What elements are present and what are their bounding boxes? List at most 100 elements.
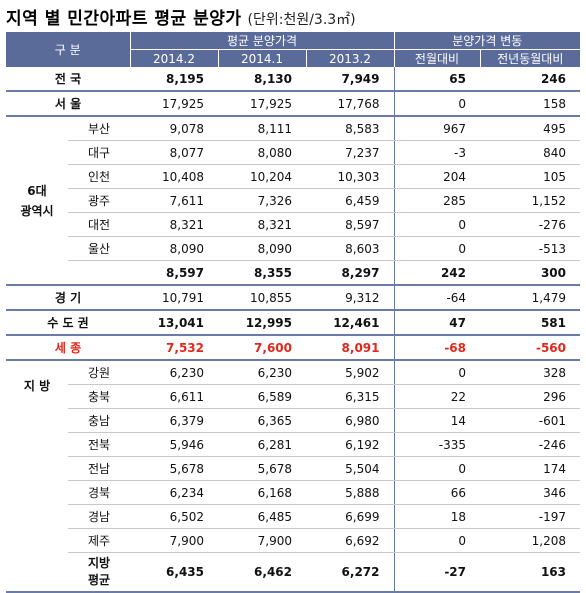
cell-value: 8,597 xyxy=(306,212,394,237)
row-label: 울산 xyxy=(68,236,130,261)
cell-value: 12,995 xyxy=(218,310,306,336)
cell-value: 6,980 xyxy=(306,408,394,433)
cell-value: 17,925 xyxy=(130,91,218,117)
cell-value: 7,900 xyxy=(218,528,306,553)
cell-value: 328 xyxy=(480,360,580,385)
cell-value: 7,611 xyxy=(130,188,218,213)
row-label: 전남 xyxy=(68,456,130,481)
cell-value: 66 xyxy=(393,480,480,505)
cell-value: 17,925 xyxy=(218,91,306,117)
row-label: 서 울 xyxy=(6,91,130,117)
cell-value: 0 xyxy=(393,360,480,385)
row-label: 수 도 권 xyxy=(6,310,130,336)
cell-value: 5,504 xyxy=(306,456,394,481)
table-row-incheon: 인천 10,408 10,204 10,303 204 105 xyxy=(6,164,580,189)
cell-value: 6,168 xyxy=(218,480,306,505)
title-text: 지역 별 민간아파트 평균 분양가 xyxy=(6,9,242,29)
cell-value: -335 xyxy=(393,432,480,457)
cell-value: 9,078 xyxy=(130,116,218,141)
cell-value: 6,379 xyxy=(130,408,218,433)
table-row-chungnam: 충남 6,379 6,365 6,980 14 -601 xyxy=(6,408,580,433)
cell-value: 5,678 xyxy=(130,456,218,481)
cell-value: 7,900 xyxy=(130,528,218,553)
cell-value: 8,077 xyxy=(130,140,218,165)
cell-value: 6,692 xyxy=(306,528,394,553)
header-2014-1: 2014.1 xyxy=(217,49,306,67)
cell-value: 8,321 xyxy=(218,212,306,237)
cell-value: -27 xyxy=(393,552,480,593)
row-label: 충북 xyxy=(68,384,130,409)
cell-value: 6,485 xyxy=(218,504,306,529)
group-label-local: 지 방 xyxy=(6,360,68,593)
header-price-group: 평균 분양가격 xyxy=(129,32,394,50)
cell-value: 6,230 xyxy=(218,360,306,385)
table-row-seoul: 서 울 17,925 17,925 17,768 0 158 xyxy=(6,91,580,117)
cell-value: 1,152 xyxy=(480,188,580,213)
table-row-gangwon: 지 방 강원 6,230 6,230 5,902 0 328 xyxy=(6,360,580,593)
row-label: 전북 xyxy=(68,432,130,457)
row-label: 대구 xyxy=(68,140,130,165)
table-row-capital-area: 수 도 권 13,041 12,995 12,461 47 581 xyxy=(6,310,580,336)
cell-value: 8,583 xyxy=(306,116,394,141)
cell-value: 6,462 xyxy=(218,552,306,593)
cell-value: 47 xyxy=(393,310,480,336)
cell-value: -601 xyxy=(480,408,580,433)
cell-value: 0 xyxy=(393,236,480,261)
cell-value: 8,355 xyxy=(218,260,306,286)
cell-value: 1,479 xyxy=(480,285,580,311)
cell-value: 22 xyxy=(393,384,480,409)
cell-value: 8,080 xyxy=(218,140,306,165)
cell-value: 10,791 xyxy=(130,285,218,311)
cell-value: 8,091 xyxy=(306,335,394,361)
cell-value: 174 xyxy=(480,456,580,481)
table-row-gwangju: 광주 7,611 7,326 6,459 285 1,152 xyxy=(6,188,580,213)
cell-value: 10,303 xyxy=(306,164,394,189)
cell-value: 8,603 xyxy=(306,236,394,261)
cell-value: -3 xyxy=(393,140,480,165)
cell-value: 8,130 xyxy=(218,67,306,92)
cell-value: 5,888 xyxy=(306,480,394,505)
cell-value: 204 xyxy=(393,164,480,189)
cell-value: 0 xyxy=(393,91,480,117)
cell-value: -513 xyxy=(480,236,580,261)
cell-value: 6,459 xyxy=(306,188,394,213)
row-label: 대전 xyxy=(68,212,130,237)
cell-value: 9,312 xyxy=(306,285,394,311)
cell-value: 1,208 xyxy=(480,528,580,553)
cell-value: 6,611 xyxy=(130,384,218,409)
table-row-jeju: 제주 7,900 7,900 6,692 0 1,208 xyxy=(6,528,580,553)
cell-value: 967 xyxy=(393,116,480,141)
row-label: 부산 xyxy=(68,116,130,141)
row-label: 광주 xyxy=(68,188,130,213)
header-category: 구 분 xyxy=(6,32,130,67)
cell-value: 300 xyxy=(480,260,580,286)
header-2013-2: 2013.2 xyxy=(305,49,394,67)
cell-value: 7,949 xyxy=(306,67,394,92)
cell-value: 7,532 xyxy=(130,335,218,361)
cell-value: 6,230 xyxy=(130,360,218,385)
table-row-busan: 6대 광역시 부산 9,078 8,111 8,583 967 495 xyxy=(6,116,580,286)
cell-value: 14 xyxy=(393,408,480,433)
row-label: 인천 xyxy=(68,164,130,189)
price-table: 구 분 평균 분양가격 분양가격 변동 2014.2 2014.1 2013.2… xyxy=(6,32,580,593)
cell-value: 5,902 xyxy=(306,360,394,385)
table-row-jeonnam: 전남 5,678 5,678 5,504 0 174 xyxy=(6,456,580,481)
cell-value: 8,321 xyxy=(130,212,218,237)
row-label: 전 국 xyxy=(6,67,130,92)
row-label: 경 기 xyxy=(6,285,130,311)
cell-value: 5,946 xyxy=(130,432,218,457)
cell-value: 10,855 xyxy=(218,285,306,311)
cell-value: 296 xyxy=(480,384,580,409)
row-label: 제주 xyxy=(68,528,130,553)
row-label: 지방 평균 xyxy=(68,552,130,593)
group-label-metro: 6대 광역시 xyxy=(6,116,68,286)
cell-value: 6,281 xyxy=(218,432,306,457)
cell-value: -276 xyxy=(480,212,580,237)
table-row-metro-subtotal: 8,597 8,355 8,297 242 300 xyxy=(6,260,580,286)
cell-value: 6,192 xyxy=(306,432,394,457)
cell-value: 6,365 xyxy=(218,408,306,433)
row-label: 경남 xyxy=(68,504,130,529)
cell-value: 0 xyxy=(393,528,480,553)
cell-value: 8,195 xyxy=(130,67,218,92)
cell-value: 158 xyxy=(480,91,580,117)
